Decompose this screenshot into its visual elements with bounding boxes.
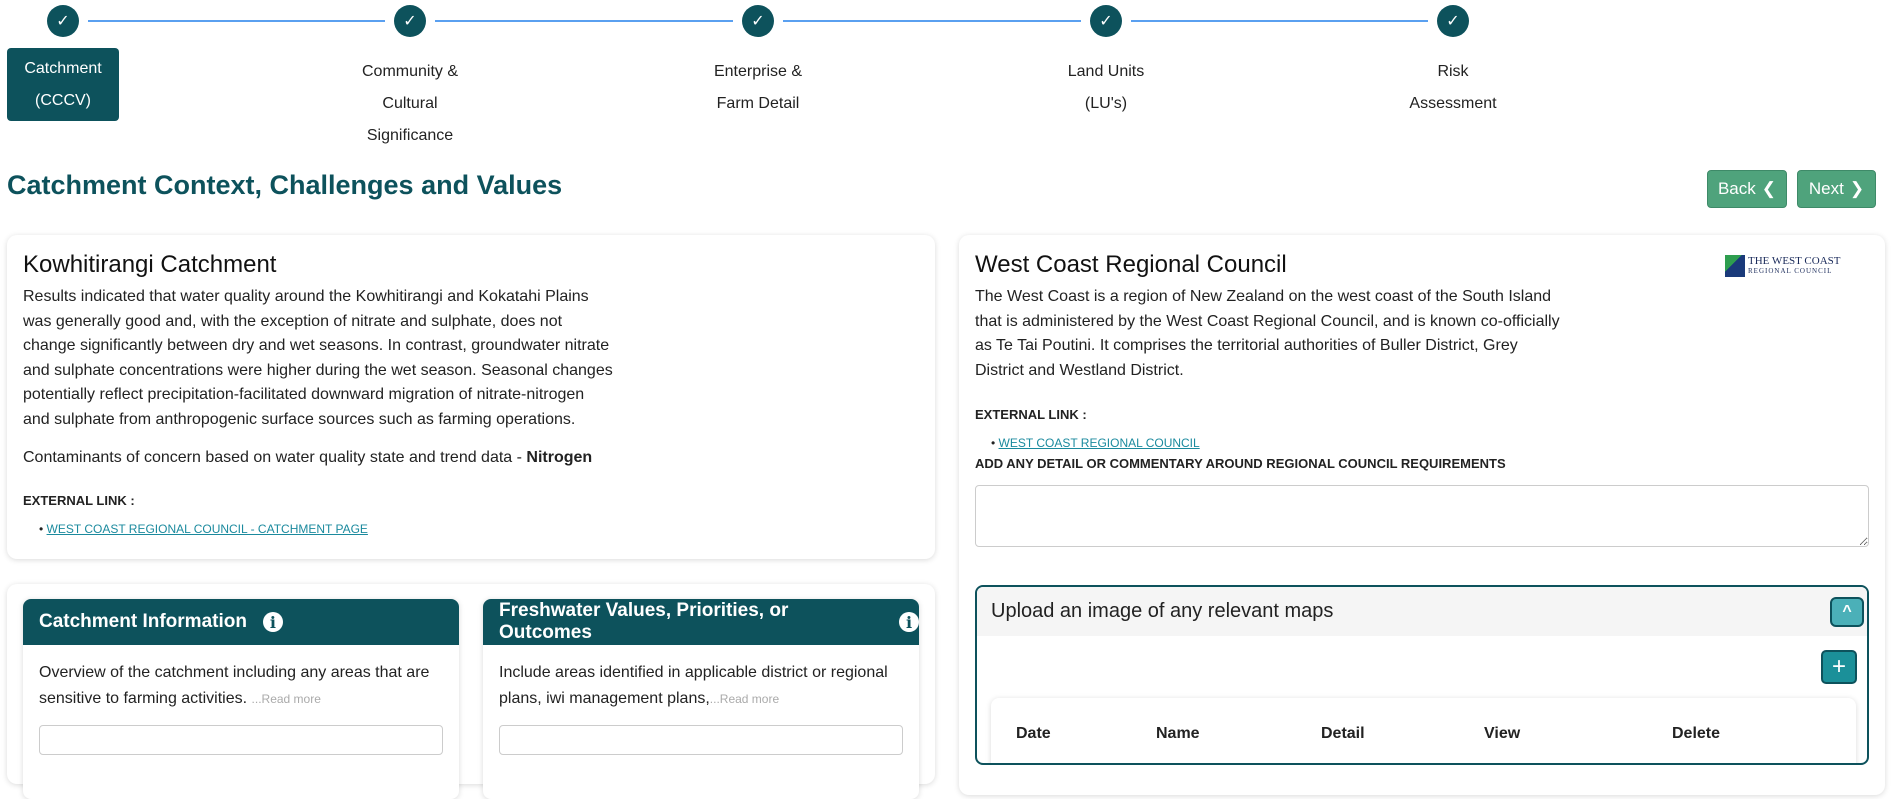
catchment-description: Results indicated that water quality aro… bbox=[23, 288, 613, 428]
link-item: • WEST COAST REGIONAL COUNCIL bbox=[991, 436, 1200, 450]
column-detail: Detail bbox=[1321, 725, 1365, 742]
catchment-title: Kowhitirangi Catchment bbox=[23, 251, 277, 278]
read-more-link[interactable]: ...Read more bbox=[251, 692, 321, 706]
step-1-check-icon[interactable]: ✓ bbox=[47, 5, 79, 37]
council-logo: THE WEST COAST REGIONAL COUNCIL bbox=[1725, 255, 1841, 277]
upload-maps-section: Upload an image of any relevant maps ^ +… bbox=[975, 585, 1869, 765]
step-label: Assessment bbox=[1409, 95, 1497, 112]
step-risk[interactable]: Risk Assessment bbox=[1378, 56, 1528, 120]
add-plus-icon[interactable]: + bbox=[1821, 650, 1857, 684]
step-label: Farm Detail bbox=[716, 95, 800, 112]
info-icon[interactable]: i bbox=[899, 612, 919, 632]
commentary-textarea[interactable] bbox=[975, 485, 1869, 547]
external-link-label: EXTERNAL LINK : bbox=[23, 492, 135, 508]
contaminant-value: Nitrogen bbox=[526, 449, 593, 466]
chevron-left-icon: ❮ bbox=[1761, 179, 1777, 198]
panel-description: Include areas identified in applicable d… bbox=[499, 660, 909, 712]
step-label: Significance bbox=[366, 127, 454, 144]
step-3-check-icon[interactable]: ✓ bbox=[742, 5, 774, 37]
column-delete: Delete bbox=[1672, 725, 1721, 742]
table-header-row: Date Name Detail View Delete bbox=[1016, 725, 1816, 743]
stepper-connector bbox=[783, 20, 1081, 22]
step-community[interactable]: Community & Cultural Significance bbox=[335, 56, 485, 152]
external-link-label: EXTERNAL LINK : bbox=[975, 407, 1087, 422]
step-catchment[interactable]: Catchment (CCCV) bbox=[7, 48, 119, 121]
info-icon[interactable]: i bbox=[262, 612, 283, 632]
freshwater-values-input[interactable] bbox=[499, 725, 903, 755]
step-label: Cultural bbox=[382, 95, 438, 112]
upload-title: Upload an image of any relevant maps bbox=[991, 600, 1334, 622]
step-2-check-icon[interactable]: ✓ bbox=[394, 5, 426, 37]
uploads-table: Date Name Detail View Delete bbox=[1016, 725, 1816, 743]
upload-header: Upload an image of any relevant maps bbox=[977, 587, 1867, 636]
step-label: Enterprise & bbox=[713, 63, 803, 80]
council-description: The West Coast is a region of New Zealan… bbox=[975, 288, 1560, 379]
read-more-link[interactable]: ...Read more bbox=[709, 692, 780, 706]
stepper-connector bbox=[1131, 20, 1428, 22]
back-button[interactable]: Back ❮ bbox=[1707, 170, 1787, 208]
step-label: (LU's) bbox=[1084, 95, 1128, 112]
contaminants-text: Contaminants of concern based on water q… bbox=[23, 446, 919, 471]
uploads-table-card: Date Name Detail View Delete bbox=[991, 698, 1856, 763]
panel-title: Freshwater Values, Priorities, or Outcom… bbox=[499, 600, 789, 643]
panel-description: Overview of the catchment including any … bbox=[39, 660, 449, 712]
freshwater-values-header: Freshwater Values, Priorities, or Outcom… bbox=[483, 599, 919, 645]
collapse-chevron-up-icon[interactable]: ^ bbox=[1830, 597, 1864, 627]
logo-mark-icon bbox=[1725, 255, 1745, 277]
step-land-units[interactable]: Land Units (LU's) bbox=[1031, 56, 1181, 120]
step-5-check-icon[interactable]: ✓ bbox=[1437, 5, 1469, 37]
step-label: Land Units bbox=[1067, 63, 1145, 80]
catchment-card: Kowhitirangi Catchment Results indicated… bbox=[7, 235, 935, 559]
step-enterprise[interactable]: Enterprise & Farm Detail bbox=[683, 56, 833, 120]
catchment-page-link[interactable]: WEST COAST REGIONAL COUNCIL - CATCHMENT … bbox=[46, 521, 368, 536]
next-button[interactable]: Next ❯ bbox=[1797, 170, 1876, 208]
back-label: Back bbox=[1717, 179, 1756, 198]
column-view: View bbox=[1484, 725, 1521, 742]
column-date: Date bbox=[1016, 725, 1051, 742]
commentary-label: ADD ANY DETAIL OR COMMENTARY AROUND REGI… bbox=[975, 456, 1506, 471]
council-link[interactable]: WEST COAST REGIONAL COUNCIL bbox=[998, 436, 1200, 450]
stepper-connector bbox=[435, 20, 733, 22]
next-label: Next bbox=[1808, 179, 1844, 198]
panel-text: Overview of the catchment including any … bbox=[39, 664, 430, 707]
stepper-connector bbox=[88, 20, 385, 22]
council-title: West Coast Regional Council bbox=[975, 251, 1287, 278]
step-label: (CCCV) bbox=[35, 92, 91, 109]
link-item: • WEST COAST REGIONAL COUNCIL - CATCHMEN… bbox=[39, 521, 368, 536]
page-title: Catchment Context, Challenges and Values bbox=[7, 170, 563, 200]
chevron-right-icon: ❯ bbox=[1849, 179, 1865, 198]
step-label: Community & bbox=[361, 63, 459, 80]
step-label: Risk bbox=[1437, 63, 1469, 80]
contaminants-prefix: Contaminants of concern based on water q… bbox=[23, 449, 527, 466]
panel-title: Catchment Information bbox=[39, 611, 247, 632]
step-4-check-icon[interactable]: ✓ bbox=[1090, 5, 1122, 37]
catchment-information-header: Catchment Information i bbox=[23, 599, 459, 645]
panel-text: Include areas identified in applicable d… bbox=[499, 664, 888, 707]
column-name: Name bbox=[1156, 725, 1200, 742]
step-label: Catchment bbox=[24, 60, 102, 77]
